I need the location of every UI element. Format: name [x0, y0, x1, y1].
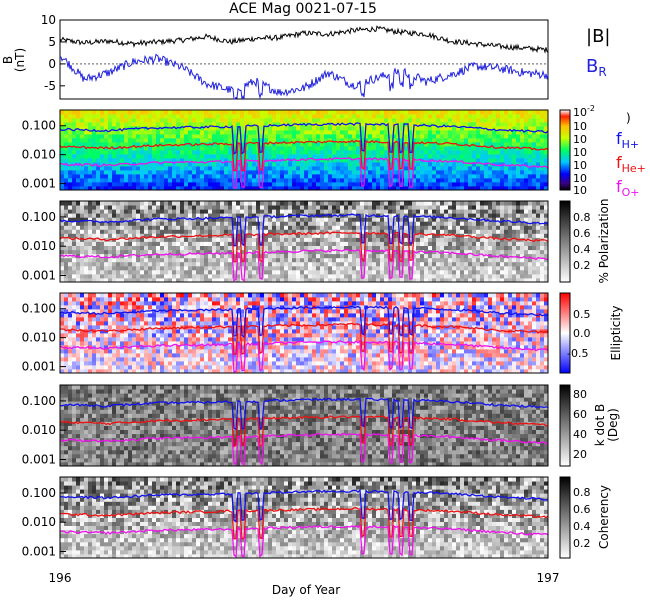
legend-fh: fH+ — [616, 129, 639, 151]
y-tick-label: 0.001 — [22, 360, 56, 374]
panel-frame — [59, 200, 549, 283]
fh-line — [59, 488, 549, 523]
colorbar-coherency-labels: 0.8 0.6 0.4 0.2 — [573, 486, 591, 550]
fh-line — [59, 122, 549, 155]
legend-bmag: |B| — [586, 26, 610, 47]
y-tick-label: 0.001 — [22, 177, 56, 191]
colorbar-polarization-title: % Polarization — [597, 199, 611, 284]
colorbar-power-paren: ) — [626, 111, 631, 125]
y-tick-label: 0.001 — [22, 545, 56, 559]
fo-line — [59, 432, 549, 466]
x-tick-197: 197 — [537, 571, 560, 585]
colorbar-coherency-title: Coherency — [597, 485, 611, 549]
colorbar-power-labels: 10-2 10 10 10 10 10 10 — [573, 104, 595, 197]
y-tick-label: 0.010 — [22, 515, 56, 529]
y-tick-label: 0 — [48, 57, 56, 71]
panel-bfield-lines — [59, 25, 549, 100]
fhe-line — [60, 507, 549, 540]
panel-frame — [59, 109, 549, 191]
heatmap-cells — [60, 477, 549, 559]
fo-line — [60, 157, 549, 190]
colorbar-power — [559, 109, 571, 191]
fo-line — [59, 339, 549, 373]
fh-line — [59, 397, 549, 431]
panel-bfield-yticks: 10 5 0 -5 — [41, 13, 65, 93]
series-line-br — [59, 53, 549, 100]
panel-coherency: 0.100 0.010 0.001 — [22, 476, 549, 559]
y-tick-label: -5 — [44, 79, 56, 93]
fhe-line — [59, 139, 549, 172]
fh-line — [59, 213, 549, 247]
colorbar-kdotb-title-bottom: (Deg) — [606, 408, 620, 442]
panel-power-spectrum: 0.100 0.010 0.001 — [22, 109, 549, 191]
panel-frame — [59, 476, 549, 559]
x-axis-label: Day of Year — [272, 583, 340, 597]
heatmap-cells — [60, 385, 549, 467]
colorbar-ellipticity-labels: 0.5 0.0 -0.5 — [567, 308, 591, 360]
y-tick-label: 0.010 — [22, 331, 56, 345]
colorbar-polarization-labels: 0.8 0.6 0.4 0.2 — [573, 211, 591, 272]
heatmap-cells — [60, 201, 549, 283]
colorbar-kdotb-labels: 80 60 40 20 — [573, 388, 587, 461]
y-tick-label: 0.010 — [22, 148, 56, 162]
y-tick-label: 0.010 — [22, 423, 56, 437]
colorbar-kdotb-title-top: k dot B — [593, 404, 607, 446]
colorbar-coherency — [559, 476, 571, 559]
fo-line — [59, 248, 549, 282]
legend-fhe: fHe+ — [616, 153, 646, 175]
legend-br: BR — [586, 56, 607, 79]
panel-polarization: 0.100 0.010 0.001 — [22, 200, 549, 283]
heatmap-cells — [60, 293, 549, 374]
fhe-line — [59, 322, 549, 356]
fhe-line — [59, 231, 549, 263]
y-tick-label: 0.100 — [22, 302, 56, 316]
y-tick-label: 0.001 — [22, 453, 56, 467]
colorbar-kdotb — [559, 384, 571, 467]
fh-line — [59, 305, 549, 339]
y-tick-label: 0.010 — [22, 239, 56, 253]
colorbar-ellipticity — [559, 292, 571, 374]
series-line-bmag — [59, 25, 549, 54]
panel-ellipticity: 0.100 0.010 0.001 — [22, 292, 549, 374]
panel-frame — [59, 292, 549, 374]
colorbar-polarization — [559, 200, 571, 283]
chart-title: ACE Mag 0021-07-15 — [229, 1, 377, 17]
panel-frame — [59, 384, 549, 467]
y-tick-label: 0.100 — [22, 394, 56, 408]
heatmap-cells — [60, 110, 549, 191]
legend-fo: fO+ — [616, 177, 640, 199]
fo-line — [60, 524, 549, 559]
panel-k-dot-b: 0.100 0.010 0.001 — [22, 384, 549, 467]
y-tick-label: 0.001 — [22, 269, 56, 283]
x-tick-196: 196 — [49, 571, 72, 585]
panel-bfield-ylabel-bottom: (nT) — [13, 48, 27, 72]
y-tick-label: 0.100 — [22, 486, 56, 500]
y-tick-label: 5 — [48, 35, 56, 49]
fhe-line — [59, 415, 549, 448]
colorbar-ellipticity-title: Ellipticity — [609, 306, 623, 361]
y-tick-label: 10 — [41, 13, 56, 27]
y-tick-label: 0.100 — [22, 119, 56, 133]
y-tick-label: 0.100 — [22, 210, 56, 224]
panel-bfield-ylabel-top: B — [1, 56, 15, 64]
